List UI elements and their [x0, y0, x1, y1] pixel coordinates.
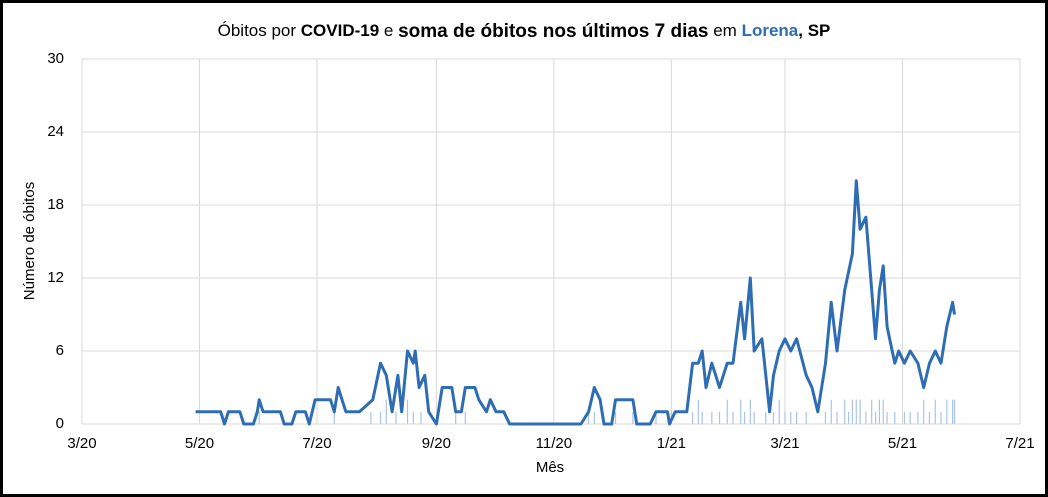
bar — [726, 399, 728, 424]
bar — [805, 411, 807, 424]
x-tick-label: 5/20 — [185, 435, 214, 452]
bar — [587, 411, 590, 424]
bar — [903, 411, 906, 424]
bar — [753, 411, 755, 424]
title-part: COVID-19 — [301, 21, 379, 40]
bar — [718, 411, 721, 424]
x-tick-label: 5/21 — [888, 435, 917, 452]
bar — [824, 411, 827, 424]
y-tick-label: 0 — [56, 415, 64, 432]
bar — [772, 411, 775, 424]
title-part: Óbitos por — [218, 21, 301, 40]
bar — [865, 411, 867, 424]
title-part: Lorena — [742, 21, 799, 40]
bar — [934, 399, 936, 424]
bar — [951, 399, 954, 424]
title-part: , SP — [798, 21, 830, 40]
bar — [406, 399, 409, 424]
y-tick-label: 18 — [47, 196, 64, 213]
bar — [847, 411, 850, 424]
bar — [691, 411, 694, 424]
bar — [749, 399, 751, 424]
bar — [851, 399, 854, 424]
bar — [395, 411, 397, 424]
bar — [836, 411, 838, 424]
title-part: em — [709, 21, 742, 40]
y-tick-label: 6 — [56, 342, 64, 359]
bar — [909, 411, 911, 424]
x-tick-label: 7/20 — [302, 435, 331, 452]
chart-title: Óbitos por COVID-19 e soma de óbitos nos… — [218, 21, 831, 42]
bar — [795, 411, 798, 424]
bar — [412, 411, 414, 424]
bar — [258, 411, 260, 424]
bar — [830, 399, 832, 424]
x-tick-label: 11/20 — [536, 435, 572, 452]
bar — [711, 411, 713, 424]
bar — [632, 411, 634, 424]
bar — [765, 411, 767, 424]
bar — [859, 399, 861, 424]
line — [195, 179, 956, 426]
bar — [732, 411, 734, 424]
y-tick-label: 30 — [47, 50, 64, 67]
bar — [844, 399, 846, 424]
bar — [923, 399, 925, 424]
bar — [655, 411, 657, 424]
bar — [385, 399, 387, 424]
bar — [874, 411, 877, 424]
bar — [455, 411, 457, 424]
y-tick-label: 12 — [47, 269, 64, 286]
bar — [784, 411, 786, 424]
bar — [882, 399, 884, 424]
bar — [778, 399, 780, 424]
x-tick-label: 3/20 — [67, 435, 96, 452]
bar — [740, 399, 742, 424]
bar — [379, 411, 382, 424]
bar — [743, 411, 746, 424]
bar — [701, 411, 703, 424]
x-tick-label: 9/20 — [422, 435, 451, 452]
y-tick-label: 24 — [47, 123, 64, 140]
bar — [855, 399, 857, 424]
bar — [940, 411, 942, 424]
bar — [333, 411, 335, 424]
bar — [420, 411, 422, 424]
bar — [790, 411, 792, 424]
x-tick-label: 1/21 — [657, 435, 686, 452]
bar — [953, 399, 956, 424]
bar — [593, 411, 595, 424]
bar — [928, 411, 931, 424]
bar — [886, 411, 888, 424]
bar — [370, 411, 372, 424]
bar — [464, 411, 466, 424]
y-axis-label: Número de óbitos — [21, 182, 38, 300]
x-axis-label: Mês — [536, 459, 564, 476]
bar — [946, 399, 948, 424]
bar — [871, 399, 873, 424]
x-tick-label: 7/21 — [1005, 435, 1034, 452]
bar — [894, 411, 896, 424]
title-part: soma de óbitos nos últimos 7 dias — [398, 21, 708, 42]
bar — [878, 399, 880, 424]
x-tick-label: 3/21 — [770, 435, 799, 452]
bar — [614, 411, 617, 424]
title-part: e — [379, 21, 398, 40]
bar — [697, 399, 699, 424]
bar — [917, 411, 919, 424]
